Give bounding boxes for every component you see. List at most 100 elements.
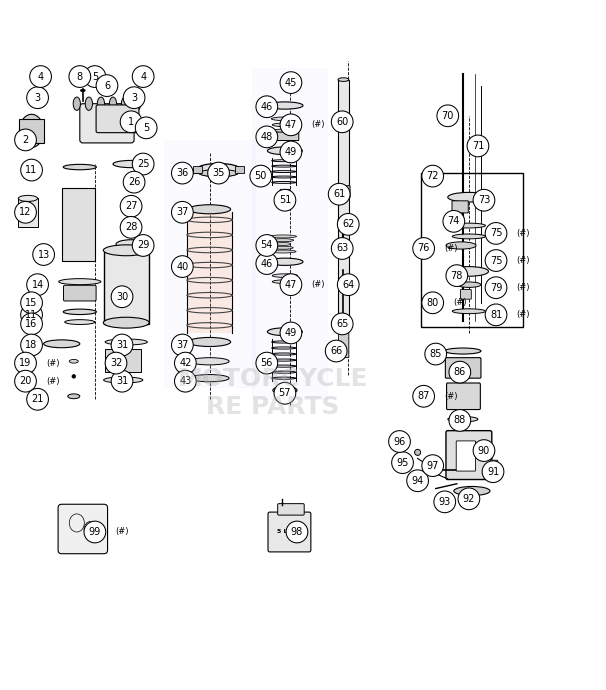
Ellipse shape — [267, 102, 303, 109]
FancyBboxPatch shape — [339, 333, 349, 357]
Text: 92: 92 — [463, 494, 475, 504]
Ellipse shape — [338, 78, 349, 81]
Bar — [19, 119, 44, 143]
Ellipse shape — [460, 502, 466, 506]
Circle shape — [325, 340, 347, 362]
Ellipse shape — [449, 266, 488, 276]
Text: 85: 85 — [430, 349, 442, 359]
Bar — [18, 199, 38, 228]
Circle shape — [111, 371, 133, 392]
Text: 18: 18 — [25, 340, 38, 350]
Circle shape — [485, 277, 507, 299]
Circle shape — [331, 237, 353, 259]
FancyBboxPatch shape — [127, 197, 135, 210]
Ellipse shape — [452, 223, 485, 228]
Circle shape — [96, 75, 118, 97]
Circle shape — [437, 105, 459, 127]
FancyBboxPatch shape — [268, 512, 311, 552]
Ellipse shape — [271, 117, 299, 121]
Text: 57: 57 — [279, 388, 291, 398]
Ellipse shape — [272, 123, 298, 127]
Circle shape — [171, 201, 193, 223]
Text: 95: 95 — [396, 457, 408, 468]
Text: 29: 29 — [137, 241, 149, 250]
Text: 12: 12 — [19, 207, 32, 217]
Text: 63: 63 — [336, 244, 348, 253]
Text: 16: 16 — [25, 319, 38, 329]
Ellipse shape — [270, 250, 296, 253]
Circle shape — [422, 165, 444, 187]
Text: 74: 74 — [448, 217, 460, 226]
Text: 87: 87 — [418, 391, 430, 402]
Ellipse shape — [448, 193, 490, 202]
Text: (#): (#) — [444, 392, 458, 401]
Circle shape — [338, 274, 359, 295]
Text: 47: 47 — [285, 279, 297, 290]
Circle shape — [250, 165, 271, 187]
Circle shape — [473, 440, 495, 462]
Circle shape — [30, 66, 52, 88]
Text: 4: 4 — [38, 72, 44, 81]
Circle shape — [422, 292, 444, 314]
Ellipse shape — [275, 242, 291, 246]
Circle shape — [443, 210, 465, 233]
Circle shape — [132, 66, 154, 88]
Circle shape — [274, 382, 296, 404]
Text: 73: 73 — [478, 195, 490, 205]
Ellipse shape — [340, 248, 347, 253]
Text: 2: 2 — [22, 135, 28, 145]
Text: (#): (#) — [516, 256, 530, 265]
Circle shape — [111, 286, 133, 308]
Ellipse shape — [273, 129, 297, 132]
Circle shape — [69, 66, 91, 88]
Ellipse shape — [59, 279, 101, 285]
Circle shape — [413, 237, 435, 259]
Circle shape — [84, 521, 105, 543]
Ellipse shape — [452, 234, 485, 239]
Bar — [104, 251, 149, 324]
Circle shape — [120, 195, 142, 217]
Text: 97: 97 — [427, 461, 439, 471]
Text: 31: 31 — [116, 376, 128, 386]
Circle shape — [274, 189, 296, 211]
Circle shape — [120, 111, 142, 132]
Text: 51: 51 — [279, 195, 291, 205]
Circle shape — [280, 72, 302, 93]
Ellipse shape — [19, 115, 44, 148]
Circle shape — [175, 352, 196, 374]
Ellipse shape — [63, 164, 96, 170]
Ellipse shape — [448, 417, 478, 422]
Circle shape — [27, 87, 48, 108]
Circle shape — [15, 371, 36, 392]
Bar — [338, 79, 349, 321]
Text: MOTORCYCLE
RE PARTS: MOTORCYCLE RE PARTS — [178, 367, 368, 419]
Text: 21: 21 — [32, 394, 44, 404]
Text: 19: 19 — [19, 358, 32, 368]
Circle shape — [123, 171, 145, 193]
Text: 56: 56 — [261, 358, 273, 368]
Ellipse shape — [68, 394, 80, 399]
Circle shape — [21, 313, 42, 335]
Ellipse shape — [73, 97, 81, 110]
Text: 8: 8 — [77, 72, 83, 81]
Text: 15: 15 — [25, 298, 38, 308]
Bar — [235, 166, 244, 173]
Ellipse shape — [188, 337, 231, 346]
Text: 94: 94 — [411, 475, 424, 486]
Circle shape — [175, 371, 196, 392]
Text: 49: 49 — [285, 328, 297, 338]
Circle shape — [256, 235, 278, 256]
Text: 3: 3 — [35, 92, 41, 103]
Ellipse shape — [424, 466, 430, 471]
Text: (#): (#) — [46, 377, 59, 386]
Text: 49: 49 — [285, 147, 297, 157]
Ellipse shape — [434, 468, 438, 472]
Circle shape — [449, 362, 471, 383]
Circle shape — [449, 410, 471, 431]
Text: 91: 91 — [487, 466, 499, 477]
Text: 98: 98 — [291, 527, 303, 537]
Circle shape — [388, 431, 410, 453]
Circle shape — [256, 253, 278, 275]
FancyBboxPatch shape — [491, 460, 498, 473]
Text: 76: 76 — [418, 244, 430, 253]
